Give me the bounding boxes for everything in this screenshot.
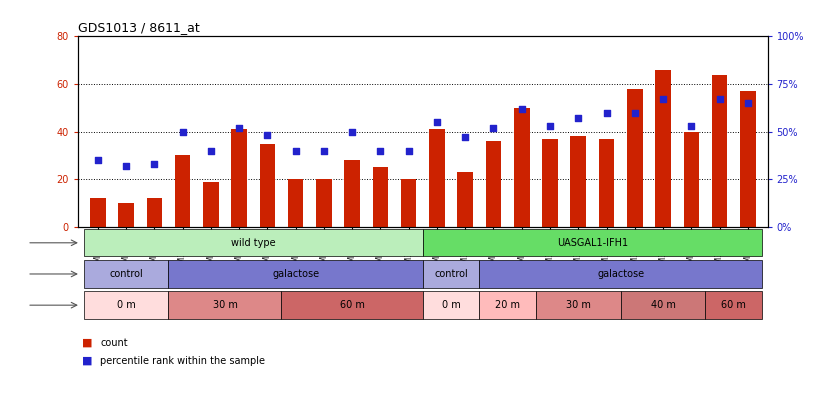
Point <box>148 161 161 167</box>
Bar <box>486 141 502 227</box>
Bar <box>627 89 643 227</box>
Bar <box>423 229 762 256</box>
Point <box>685 123 698 129</box>
Bar <box>146 198 162 227</box>
Point <box>346 128 359 135</box>
Bar <box>84 292 168 319</box>
Point <box>741 100 754 107</box>
Bar <box>401 179 416 227</box>
Text: wild type: wild type <box>231 238 276 248</box>
Text: count: count <box>100 338 128 347</box>
Bar <box>118 203 134 227</box>
Bar <box>282 292 423 319</box>
Text: UASGAL1-IFH1: UASGAL1-IFH1 <box>557 238 628 248</box>
Bar <box>599 139 614 227</box>
Bar <box>712 75 727 227</box>
Bar <box>90 198 106 227</box>
Point <box>176 128 189 135</box>
Bar <box>684 132 699 227</box>
Bar <box>621 292 705 319</box>
Point <box>515 106 528 112</box>
Bar <box>423 292 479 319</box>
Text: 30 m: 30 m <box>566 300 590 310</box>
Point <box>657 96 670 102</box>
Point <box>374 147 387 154</box>
Bar <box>288 179 304 227</box>
Bar <box>344 160 360 227</box>
Bar <box>479 292 536 319</box>
Bar <box>423 260 479 288</box>
Bar <box>740 91 755 227</box>
Bar <box>429 129 445 227</box>
Bar <box>536 292 621 319</box>
Bar <box>373 167 388 227</box>
Bar <box>479 260 762 288</box>
Bar <box>259 143 275 227</box>
Point <box>261 132 274 139</box>
Bar <box>84 229 423 256</box>
Bar <box>655 70 671 227</box>
Bar <box>316 179 332 227</box>
Point <box>571 115 585 122</box>
Text: GDS1013 / 8611_at: GDS1013 / 8611_at <box>78 21 200 34</box>
Point <box>544 123 557 129</box>
Bar <box>84 260 168 288</box>
Text: percentile rank within the sample: percentile rank within the sample <box>100 356 265 366</box>
Text: galactose: galactose <box>272 269 319 279</box>
Point <box>91 157 104 164</box>
Point <box>318 147 331 154</box>
Text: ■: ■ <box>82 356 93 366</box>
Text: ■: ■ <box>82 338 93 347</box>
Text: 0 m: 0 m <box>117 300 135 310</box>
Point <box>289 147 302 154</box>
Text: 60 m: 60 m <box>340 300 365 310</box>
Text: 40 m: 40 m <box>650 300 676 310</box>
Point <box>402 147 415 154</box>
Point <box>487 125 500 131</box>
Text: 60 m: 60 m <box>722 300 746 310</box>
Text: galactose: galactose <box>597 269 644 279</box>
Bar <box>175 156 190 227</box>
Point <box>204 147 218 154</box>
Bar <box>514 108 530 227</box>
Text: 20 m: 20 m <box>495 300 521 310</box>
Bar <box>457 172 473 227</box>
Point <box>628 109 641 116</box>
Bar <box>168 260 423 288</box>
Text: 30 m: 30 m <box>213 300 237 310</box>
Bar <box>203 181 218 227</box>
Bar <box>168 292 282 319</box>
Text: 0 m: 0 m <box>442 300 461 310</box>
Point <box>430 119 443 126</box>
Bar <box>705 292 762 319</box>
Bar <box>571 136 586 227</box>
Point <box>232 125 245 131</box>
Point <box>600 109 613 116</box>
Bar <box>542 139 557 227</box>
Bar <box>232 129 247 227</box>
Point <box>120 163 133 169</box>
Text: control: control <box>109 269 143 279</box>
Point <box>459 134 472 141</box>
Point <box>713 96 726 102</box>
Text: control: control <box>434 269 468 279</box>
